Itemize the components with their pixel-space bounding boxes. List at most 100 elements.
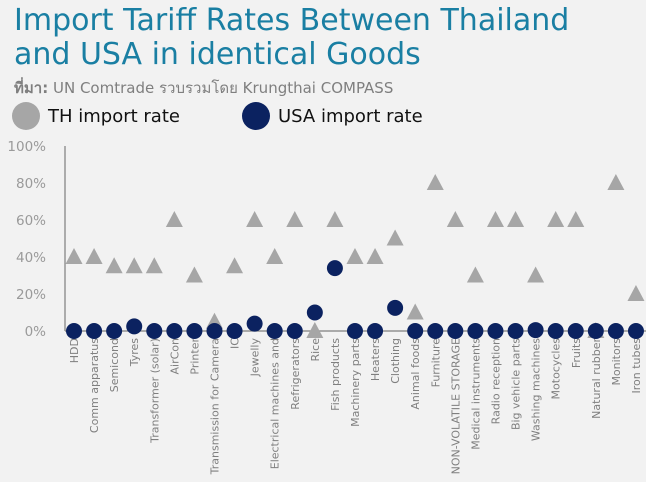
legend-swatch-th (12, 102, 40, 130)
th-point (125, 257, 143, 274)
x-category-label: Fish products (329, 338, 342, 411)
th-point (266, 248, 284, 264)
x-category-label: Tyres (128, 338, 141, 368)
th-point (386, 229, 404, 246)
th-point (145, 257, 163, 274)
x-category-label: Transformer (solar) (148, 338, 161, 444)
usa-point (126, 318, 143, 335)
usa-point (507, 323, 524, 339)
th-point (446, 211, 464, 227)
chart-legend: TH import rate USA import rate (12, 100, 485, 132)
usa-point (467, 323, 484, 339)
usa-point (527, 322, 544, 339)
x-category-label: HDD (68, 338, 81, 363)
th-point (547, 211, 565, 227)
th-point (85, 248, 103, 264)
legend-label-th: TH import rate (48, 105, 180, 127)
usa-point (587, 323, 604, 339)
th-point (346, 248, 364, 264)
th-point (486, 211, 504, 227)
usa-point (166, 323, 183, 339)
usa-point (206, 323, 223, 339)
usa-point (346, 323, 363, 339)
usa-point (286, 323, 303, 339)
x-category-label: Radio reception (489, 338, 502, 424)
th-point (527, 266, 545, 283)
x-category-label: Washing machines (530, 338, 543, 441)
usa-point (66, 323, 82, 339)
x-category-label: Fruits (570, 338, 583, 368)
th-point (105, 257, 123, 274)
th-point (246, 211, 264, 227)
th-point (326, 211, 344, 227)
usa-point (607, 323, 624, 339)
usa-point (367, 323, 384, 339)
x-category-label: Rice (309, 338, 322, 362)
y-tick-label: 60% (16, 213, 46, 229)
y-tick-label: 40% (16, 250, 46, 266)
x-category-label: Refrigerators (289, 338, 302, 410)
source-prefix: ที่มา: (14, 79, 49, 97)
x-category-label: Semicond (108, 338, 121, 392)
usa-point (106, 323, 123, 339)
usa-point (547, 323, 564, 339)
th-point (226, 257, 244, 274)
th-point (406, 303, 424, 320)
usa-point (387, 299, 404, 316)
usa-point (326, 260, 343, 277)
th-point (286, 211, 304, 227)
usa-point (266, 323, 283, 339)
legend-item-th: TH import rate (12, 102, 180, 130)
x-category-label: Iron tubes (630, 338, 643, 394)
x-category-label: Machinery parts (349, 338, 362, 427)
x-category-label: AirCon (168, 338, 181, 375)
x-category-label: Jewelly (249, 338, 262, 378)
x-category-label: Animal foods (409, 338, 422, 410)
legend-swatch-usa (241, 102, 270, 130)
usa-point (186, 323, 203, 339)
usa-point (146, 323, 163, 339)
x-category-label: Furniture (429, 338, 442, 388)
x-category-label: Big vehicle parts (510, 338, 523, 430)
usa-point (86, 323, 103, 339)
y-tick-label: 20% (16, 287, 46, 303)
usa-point (407, 323, 424, 339)
x-category-label: Comm apparatus (88, 338, 101, 433)
x-category-label: Electrical machines and (269, 338, 282, 469)
th-point (65, 248, 83, 264)
th-point (366, 248, 384, 264)
legend-label-usa: USA import rate (277, 105, 423, 127)
x-category-label: Motocycles (550, 338, 563, 400)
legend-item-usa: USA import rate (241, 102, 423, 130)
y-tick-label: 0% (25, 324, 47, 340)
x-category-label: NON-VOLATILE STORAGE (449, 338, 462, 474)
th-point (466, 266, 484, 283)
x-category-label: Clothing (389, 338, 402, 384)
usa-point (246, 315, 263, 332)
x-category-label: Medical instruments (469, 338, 482, 450)
usa-point (487, 323, 504, 339)
th-point (507, 211, 525, 227)
usa-point (226, 323, 243, 339)
chart-source: ที่มา: UN Comtrade รวบรวมโดย Krungthai C… (14, 76, 393, 100)
x-category-label: Heaters (369, 338, 382, 381)
usa-point (427, 323, 444, 339)
x-category-label: Transmission for Camera (208, 338, 221, 475)
x-category-label: Printer (188, 338, 201, 375)
th-point (165, 211, 183, 227)
usa-point (447, 323, 464, 339)
th-point (607, 174, 625, 190)
th-point (627, 285, 645, 301)
x-category-label: IC (229, 338, 242, 349)
th-point (306, 322, 324, 338)
usa-point (306, 304, 323, 321)
th-point (185, 266, 203, 283)
x-category-label: Monitors (610, 338, 623, 386)
chart-title: Import Tariff Rates Between Thailand and… (14, 3, 570, 72)
th-point (426, 174, 444, 190)
usa-point (567, 323, 584, 339)
th-point (567, 211, 585, 227)
source-text: UN Comtrade รวบรวมโดย Krungthai COMPASS (48, 79, 394, 97)
x-category-label: Natural rubber (590, 338, 603, 419)
